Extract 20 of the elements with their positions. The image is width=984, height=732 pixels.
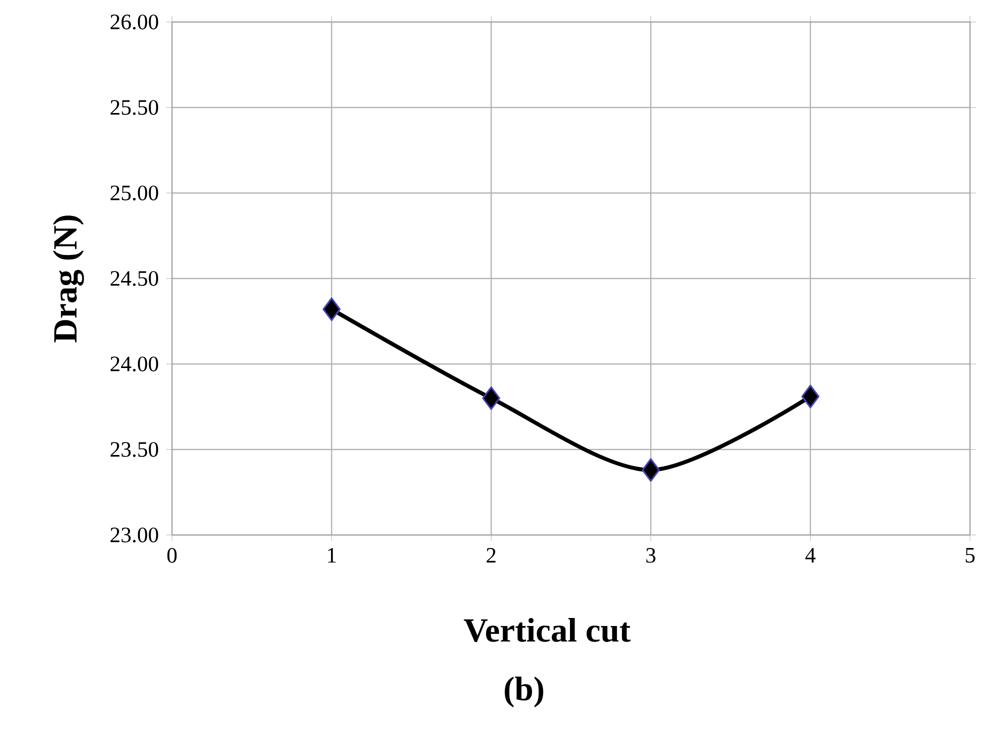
- y-tick-label: 26.00: [110, 14, 158, 30]
- y-tick-label: 25.00: [110, 186, 158, 200]
- point: [482, 386, 500, 410]
- text: (b): [504, 676, 544, 708]
- x-tick-label: 2: [486, 548, 496, 563]
- y-axis-title: Drag (N): [52, 216, 84, 342]
- point: [322, 297, 341, 322]
- y-tick-label: 23.00: [110, 528, 158, 542]
- y-tick-label: 24.50: [110, 271, 158, 286]
- x-tick-label: 5: [966, 548, 975, 563]
- y-tick-label: 25.50: [110, 100, 158, 115]
- point: [801, 384, 820, 408]
- y-tick-label: 24.00: [110, 356, 158, 372]
- point: [642, 458, 660, 482]
- x-tick-label: 4: [805, 548, 816, 562]
- x-tick-label: 0: [167, 548, 177, 563]
- x-tick-label: 1: [328, 548, 336, 563]
- x-axis-title: Vertical cut: [464, 618, 630, 642]
- x-tick-label: 3: [646, 548, 656, 563]
- y-tick-label: 23.50: [110, 442, 158, 457]
